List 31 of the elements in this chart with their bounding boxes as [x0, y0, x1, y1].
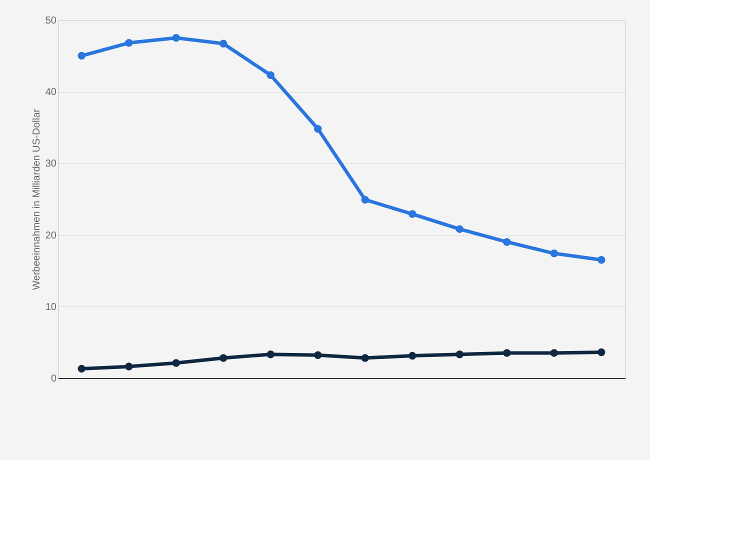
y-tick-label: 0 [50, 374, 57, 384]
y-tick-label: 10 [45, 302, 57, 313]
point [125, 362, 133, 370]
point [598, 348, 606, 356]
point [220, 40, 228, 48]
y-tick-label: 50 [45, 16, 57, 26]
point [503, 349, 511, 357]
point [220, 354, 228, 362]
point [361, 196, 369, 204]
point [314, 124, 322, 133]
point [550, 349, 558, 357]
point [78, 364, 86, 373]
y-tick-label: 40 [45, 87, 57, 98]
point [78, 52, 86, 60]
point [550, 250, 558, 258]
point [172, 359, 180, 367]
point [408, 352, 416, 360]
point [125, 39, 133, 47]
point [172, 34, 180, 42]
point [456, 350, 464, 358]
point [314, 351, 322, 359]
point [266, 71, 274, 79]
point [456, 225, 464, 233]
point [361, 354, 369, 362]
point [598, 256, 606, 264]
y-tick-label: 30 [45, 158, 57, 170]
point [266, 350, 274, 358]
y-tick-label: 20 [45, 230, 57, 242]
point [503, 238, 511, 246]
point [408, 210, 416, 218]
y-axis-title: Werbeeinnahmen in Milliarden US-Dollar [31, 108, 42, 290]
